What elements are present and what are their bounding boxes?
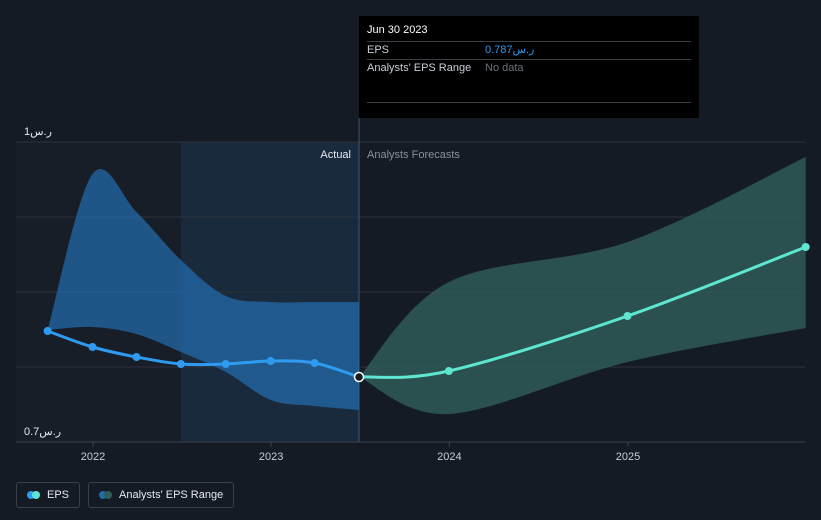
eps-actual-point [43,327,52,335]
actual-section-label: Actual [320,149,351,161]
eps-forecast-line [357,245,808,379]
legend-range-label: Analysts' EPS Range [119,489,224,501]
legend-range-button[interactable]: Analysts' EPS Range [88,482,235,508]
tooltip-eps-key: EPS [367,44,390,56]
hover-marker [353,371,365,383]
eps-forecast-point [623,312,632,320]
legend-eps-button[interactable]: EPS [16,482,81,508]
x-tick-label: 2022 [81,451,105,463]
range-band-actual [47,168,359,410]
hover-tooltip: Jun 30 2023 EPS ر.س0.787 Analysts' EPS R… [359,16,699,118]
eps-forecast-point [444,367,453,375]
eps-actual-point [266,357,275,365]
tooltip-divider [367,102,691,103]
tooltip-range-value: No data [485,62,524,74]
x-tick-label: 2025 [616,451,640,463]
eps-actual-point [221,360,230,368]
eps-actual-point [88,343,97,351]
eps-actual-point [176,360,185,368]
tooltip-eps-value: ر.س0.787 [485,44,535,56]
eps-actual-point [310,359,319,367]
tooltip-range-key: Analysts' EPS Range [367,62,472,74]
eps-forecast-point [801,243,810,251]
range-band-forecast [359,157,806,415]
y-axis-top-label: ر.س1 [24,126,52,138]
tooltip-row-eps: EPS ر.س0.787 [367,41,691,59]
range-dots-icon [99,491,113,499]
tooltip-date: Jun 30 2023 [367,24,428,36]
x-tick-label: 2024 [437,451,461,463]
tooltip-row-range: Analysts' EPS Range No data [367,59,691,77]
eps-dots-icon [27,491,41,499]
forecast-section-label: Analysts Forecasts [367,149,460,161]
eps-actual-point [132,353,141,361]
legend-eps-label: EPS [47,489,70,501]
chart-legend: EPS Analysts' EPS Range [16,482,235,508]
x-tick-label: 2023 [259,451,283,463]
y-axis-bottom-label: ر.س0.7 [24,426,61,438]
